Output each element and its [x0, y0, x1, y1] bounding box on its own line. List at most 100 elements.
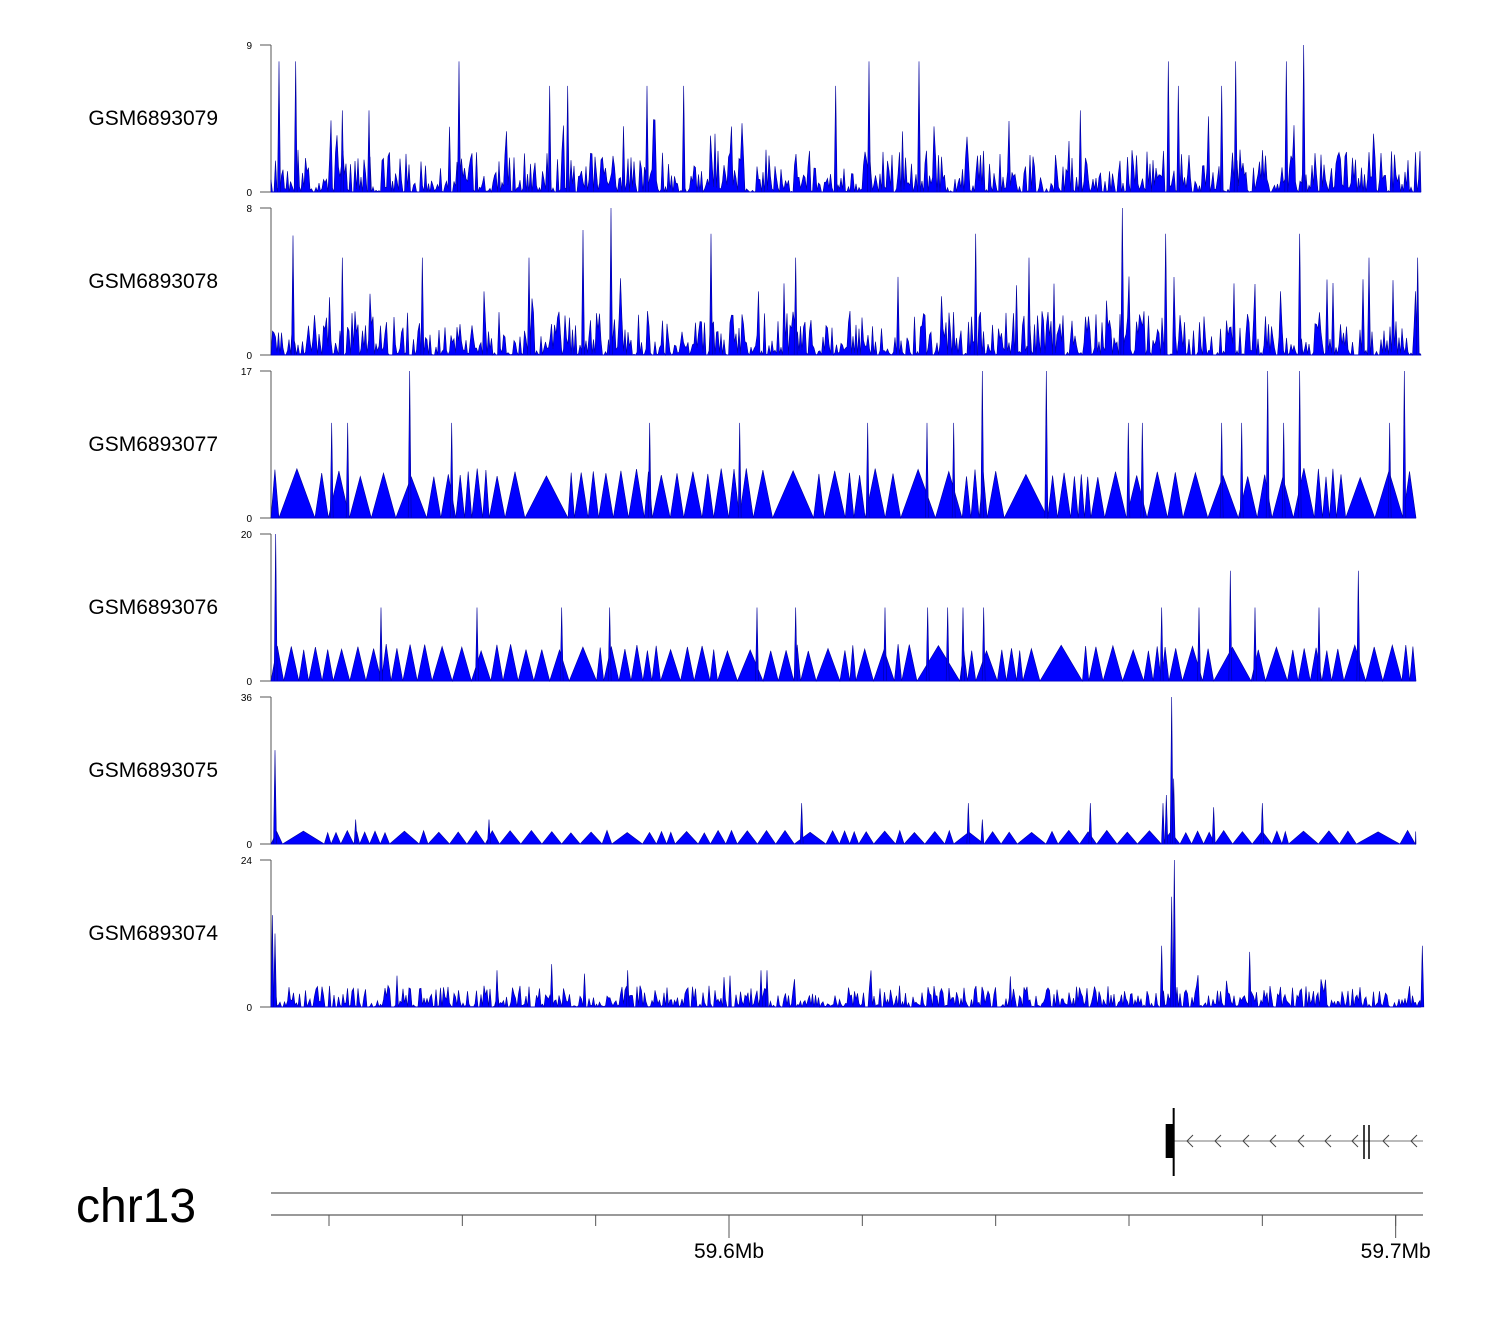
signal-peak [1253, 607, 1257, 682]
signal-peak [1301, 44, 1306, 193]
track-label: GSM6893076 [88, 596, 218, 619]
track-label: GSM6893075 [88, 759, 218, 782]
signal-peak [1387, 422, 1392, 519]
y-tick-label-min: 0 [246, 188, 252, 199]
track-label: GSM6893078 [88, 270, 218, 293]
signal-peak [625, 970, 630, 1008]
signal-peak [1317, 607, 1321, 682]
y-tick-label-max: 17 [241, 367, 253, 378]
signal-peak [273, 750, 277, 845]
track-GSM6893078: GSM6893078 8 0 [88, 204, 1422, 362]
signal-peak [291, 235, 295, 356]
signal-peak [961, 607, 965, 682]
signal-peak [709, 233, 713, 356]
signal-peak [1120, 207, 1125, 356]
signal-peak [353, 819, 358, 845]
signal-peak [379, 607, 383, 682]
signal-peak [1219, 85, 1224, 193]
signal-area [270, 970, 1422, 1009]
signal-peak [1044, 370, 1049, 519]
signal-area [270, 467, 1417, 520]
signal-peak [1297, 370, 1302, 519]
signal-peak [883, 607, 887, 682]
strand-arrow-icon [1382, 1134, 1390, 1148]
track-GSM6893075: GSM6893075 36 0 [88, 693, 1417, 851]
signal-peak [487, 819, 491, 845]
signal-peak [407, 370, 412, 519]
genome-axis: 59.6Mb 59.7Mb [271, 1192, 1431, 1263]
y-tick-label-min: 0 [246, 840, 252, 851]
signal-peak [581, 230, 585, 356]
signal-peak [1161, 803, 1165, 845]
signal-area [270, 116, 1422, 193]
data-tracks: GSM689307990GSM689307880GSM6893077170GSM… [88, 41, 1425, 1014]
y-tick-label-max: 36 [241, 693, 253, 704]
signal-peak [755, 607, 759, 682]
signal-peak [917, 61, 921, 193]
signal-peak [1163, 233, 1168, 356]
signal-peak [980, 370, 985, 519]
signal-peak [1078, 110, 1083, 193]
axis-label: 59.6Mb [694, 1240, 764, 1263]
signal-peak [607, 607, 612, 682]
signal-peak [1140, 422, 1145, 519]
y-tick-label-max: 20 [241, 530, 253, 541]
signal-peak [1420, 945, 1425, 1008]
signal-peak [1027, 257, 1031, 356]
signal-peak [475, 607, 479, 682]
strand-arrow-icon [1269, 1134, 1277, 1148]
signal-peak [966, 803, 971, 845]
y-tick-label-min: 0 [246, 514, 252, 525]
y-tick-label-max: 24 [241, 856, 253, 867]
signal-peak [647, 422, 652, 519]
gene-model-track [1165, 1108, 1423, 1176]
signal-peak [945, 607, 950, 682]
signal-peak [867, 61, 871, 193]
track-label: GSM6893079 [88, 107, 218, 130]
signal-peak [951, 422, 956, 519]
signal-peak [1159, 607, 1164, 682]
signal-peak [1169, 896, 1174, 1008]
signal-peak [925, 422, 929, 519]
signal-peak [457, 61, 461, 193]
y-tick-label-max: 9 [246, 41, 252, 52]
signal-peak [527, 257, 531, 356]
signal-peak [273, 533, 278, 682]
signal-peak [495, 970, 499, 1008]
track-GSM6893076: GSM6893076 20 0 [88, 530, 1417, 688]
signal-peak [759, 970, 763, 1008]
strand-arrow-icon [1186, 1134, 1194, 1148]
signal-peak [681, 85, 686, 193]
exon-block [1165, 1124, 1174, 1158]
y-tick-label-min: 0 [246, 351, 252, 362]
signal-peak [645, 85, 649, 193]
signal-peak [420, 257, 425, 356]
signal-peak [609, 207, 613, 356]
signal-peak [1159, 945, 1164, 1008]
signal-peak [559, 607, 564, 682]
signal-peak [793, 607, 798, 682]
signal-peak [925, 607, 930, 682]
signal-peak [980, 819, 985, 845]
signal-peak [345, 422, 350, 519]
signal-peak [1367, 257, 1371, 356]
signal-peak [737, 422, 742, 519]
signal-peak [799, 803, 804, 845]
signal-peak [1228, 570, 1233, 682]
chromosome-label: chr13 [76, 1180, 196, 1233]
signal-peak [449, 422, 454, 519]
y-tick-label-min: 0 [246, 1003, 252, 1014]
signal-peak [1126, 422, 1131, 519]
signal-area [270, 276, 1422, 357]
signal-peak [549, 964, 554, 1008]
signal-area [270, 829, 1417, 846]
signal-peak [1247, 951, 1252, 1008]
track-GSM6893077: GSM6893077 17 0 [88, 367, 1417, 525]
y-tick-label-min: 0 [246, 677, 252, 688]
track-label: GSM6893077 [88, 433, 218, 456]
signal-peak [340, 257, 345, 356]
signal-peak [1260, 803, 1265, 845]
signal-peak [1402, 370, 1407, 519]
signal-peak [1265, 370, 1270, 519]
